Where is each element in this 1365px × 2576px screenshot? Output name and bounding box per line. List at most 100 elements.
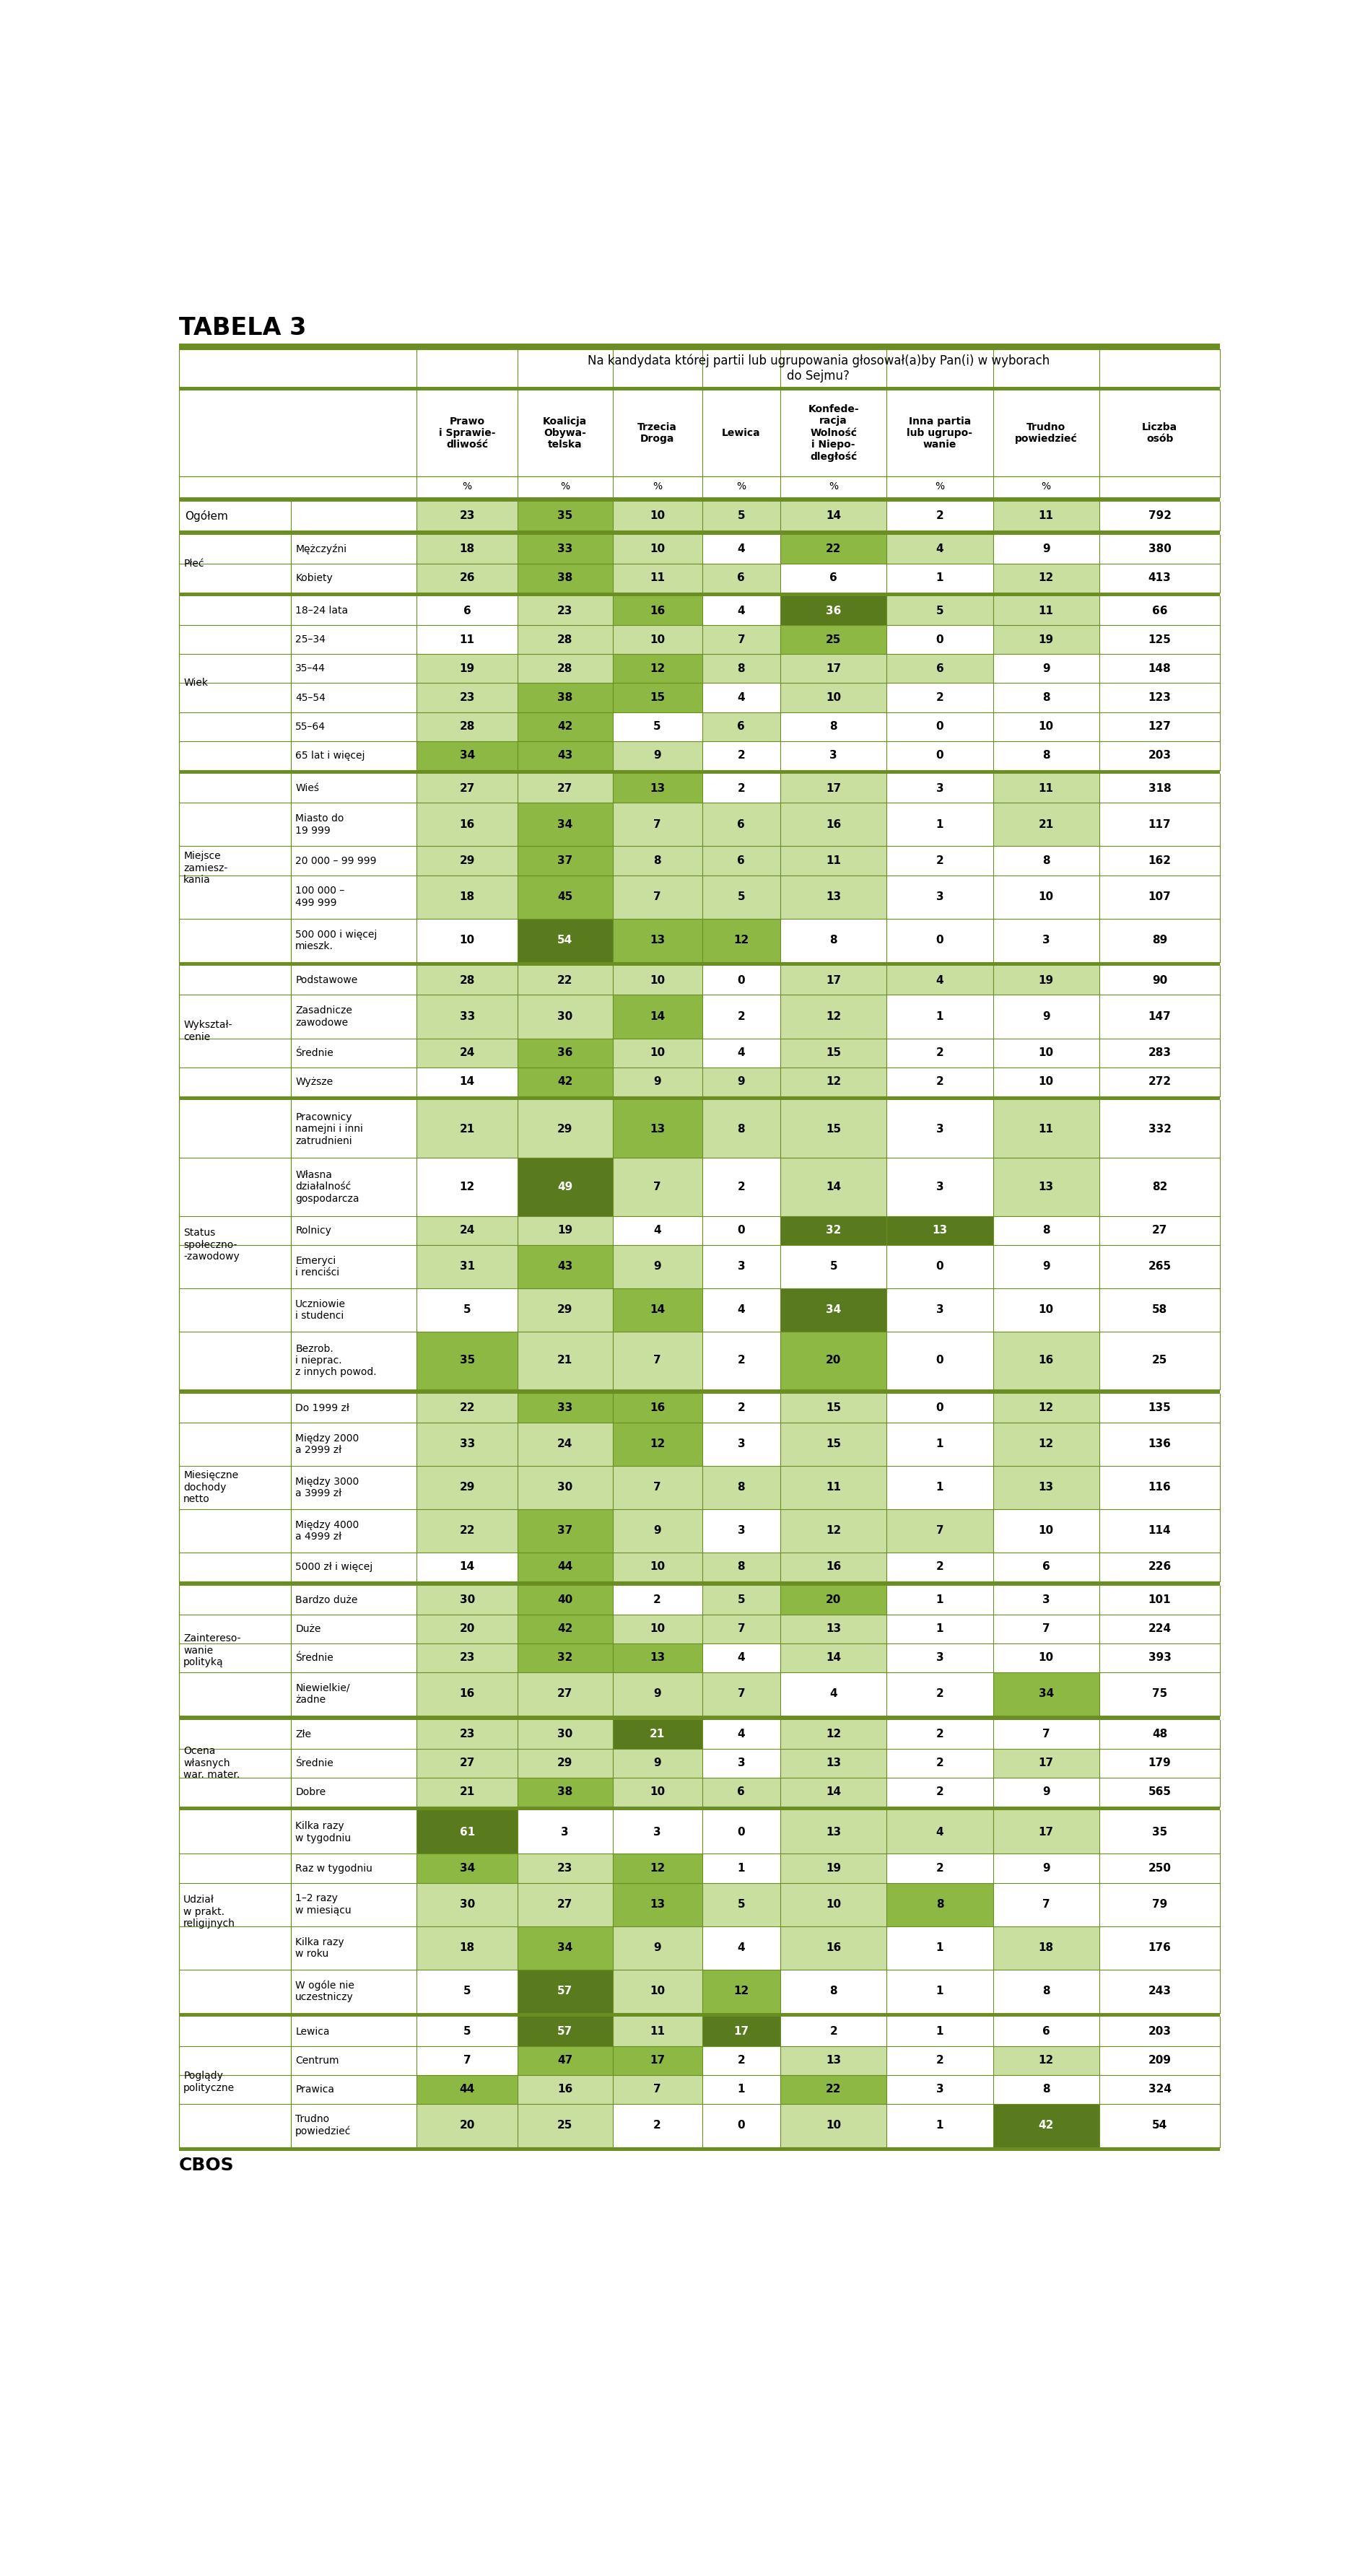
Bar (992, 1038, 1099, 1066)
Bar (1099, 1553, 1220, 1582)
Bar (781, 654, 887, 683)
Text: 27: 27 (460, 1757, 475, 1767)
Text: 4: 4 (737, 1048, 745, 1059)
Bar (1099, 564, 1220, 592)
Bar (702, 848, 781, 876)
Bar (992, 564, 1099, 592)
Text: 11: 11 (1039, 605, 1054, 616)
Bar (179, 502, 416, 531)
Bar (416, 2017, 517, 2045)
Bar (992, 1244, 1099, 1288)
Bar (702, 1971, 781, 2012)
Bar (1099, 742, 1220, 770)
Text: 66: 66 (1152, 605, 1167, 616)
Bar (992, 1672, 1099, 1716)
Bar (702, 1927, 781, 1971)
Text: 9: 9 (654, 1687, 661, 1700)
Text: 2: 2 (936, 1728, 943, 1739)
Bar (1099, 1159, 1220, 1216)
Text: 12: 12 (1039, 572, 1054, 582)
Bar (887, 1244, 992, 1288)
Bar (992, 1100, 1099, 1159)
Bar (416, 533, 517, 564)
Text: 6: 6 (737, 721, 745, 732)
Bar (702, 1216, 781, 1244)
Bar (179, 531, 1220, 533)
Bar (179, 1584, 291, 1716)
Bar (1099, 2074, 1220, 2105)
Bar (702, 654, 781, 683)
Bar (1099, 1422, 1220, 1466)
Bar (517, 1811, 613, 1855)
Bar (291, 1288, 416, 1332)
Bar (179, 1582, 1220, 1584)
Bar (291, 773, 416, 804)
Text: 1: 1 (936, 1595, 943, 1605)
Bar (517, 1510, 613, 1553)
Bar (992, 966, 1099, 994)
Text: 14: 14 (460, 1077, 475, 1087)
Text: 13: 13 (932, 1224, 947, 1236)
Text: 21: 21 (1039, 819, 1054, 829)
Text: 7: 7 (1043, 1728, 1050, 1739)
Text: Kobiety: Kobiety (295, 572, 333, 582)
Bar (416, 1553, 517, 1582)
Text: Wykształ-
cenie: Wykształ- cenie (183, 1020, 232, 1041)
Text: Własna
działalność
gospodarcza: Własna działalność gospodarcza (295, 1170, 359, 1203)
Text: 17: 17 (826, 662, 841, 675)
Text: 8: 8 (936, 1899, 943, 1909)
Text: 11: 11 (650, 2025, 665, 2038)
Bar (702, 626, 781, 654)
Bar (887, 1721, 992, 1749)
Bar (702, 2017, 781, 2045)
Bar (517, 1332, 613, 1388)
Text: 3: 3 (1043, 1595, 1050, 1605)
Text: 7: 7 (654, 819, 661, 829)
Text: 2: 2 (936, 1788, 943, 1798)
Bar (992, 742, 1099, 770)
Text: 38: 38 (557, 572, 573, 582)
Text: 413: 413 (1148, 572, 1171, 582)
Text: 2: 2 (654, 1595, 661, 1605)
Text: 2: 2 (936, 1077, 943, 1087)
Text: 28: 28 (557, 662, 573, 675)
Bar (517, 1777, 613, 1806)
Bar (887, 920, 992, 961)
Bar (1099, 1100, 1220, 1159)
Bar (416, 1777, 517, 1806)
Bar (992, 1927, 1099, 1971)
Text: 5: 5 (463, 1303, 471, 1316)
Bar (517, 876, 613, 920)
Bar (416, 1066, 517, 1095)
Bar (702, 876, 781, 920)
Text: 54: 54 (557, 935, 573, 945)
Bar (517, 1244, 613, 1288)
Bar (992, 711, 1099, 742)
Bar (992, 1883, 1099, 1927)
Bar (887, 564, 992, 592)
Text: 58: 58 (1152, 1303, 1167, 1316)
Text: 44: 44 (460, 2084, 475, 2094)
Text: 1: 1 (936, 1623, 943, 1633)
Text: 6: 6 (737, 1788, 745, 1798)
Text: Konfede-
racja
Wolność
i Niepo-
dległość: Konfede- racja Wolność i Niepo- dległość (808, 404, 859, 461)
Text: 2: 2 (936, 1561, 943, 1571)
Bar (992, 1510, 1099, 1553)
Text: 332: 332 (1148, 1123, 1171, 1133)
Bar (517, 2074, 613, 2105)
Text: 176: 176 (1148, 1942, 1171, 1953)
Bar (781, 1510, 887, 1553)
Bar (517, 1643, 613, 1672)
Text: 22: 22 (557, 976, 573, 987)
Text: 8: 8 (737, 1481, 745, 1492)
Bar (992, 1721, 1099, 1749)
Bar (992, 2074, 1099, 2105)
Text: 5: 5 (737, 510, 745, 520)
Bar (887, 1553, 992, 1582)
Bar (179, 1811, 291, 2012)
Text: 2: 2 (936, 693, 943, 703)
Bar (992, 1643, 1099, 1672)
Text: 16: 16 (826, 1561, 841, 1571)
Text: 9: 9 (654, 1757, 661, 1767)
Bar (702, 1394, 781, 1422)
